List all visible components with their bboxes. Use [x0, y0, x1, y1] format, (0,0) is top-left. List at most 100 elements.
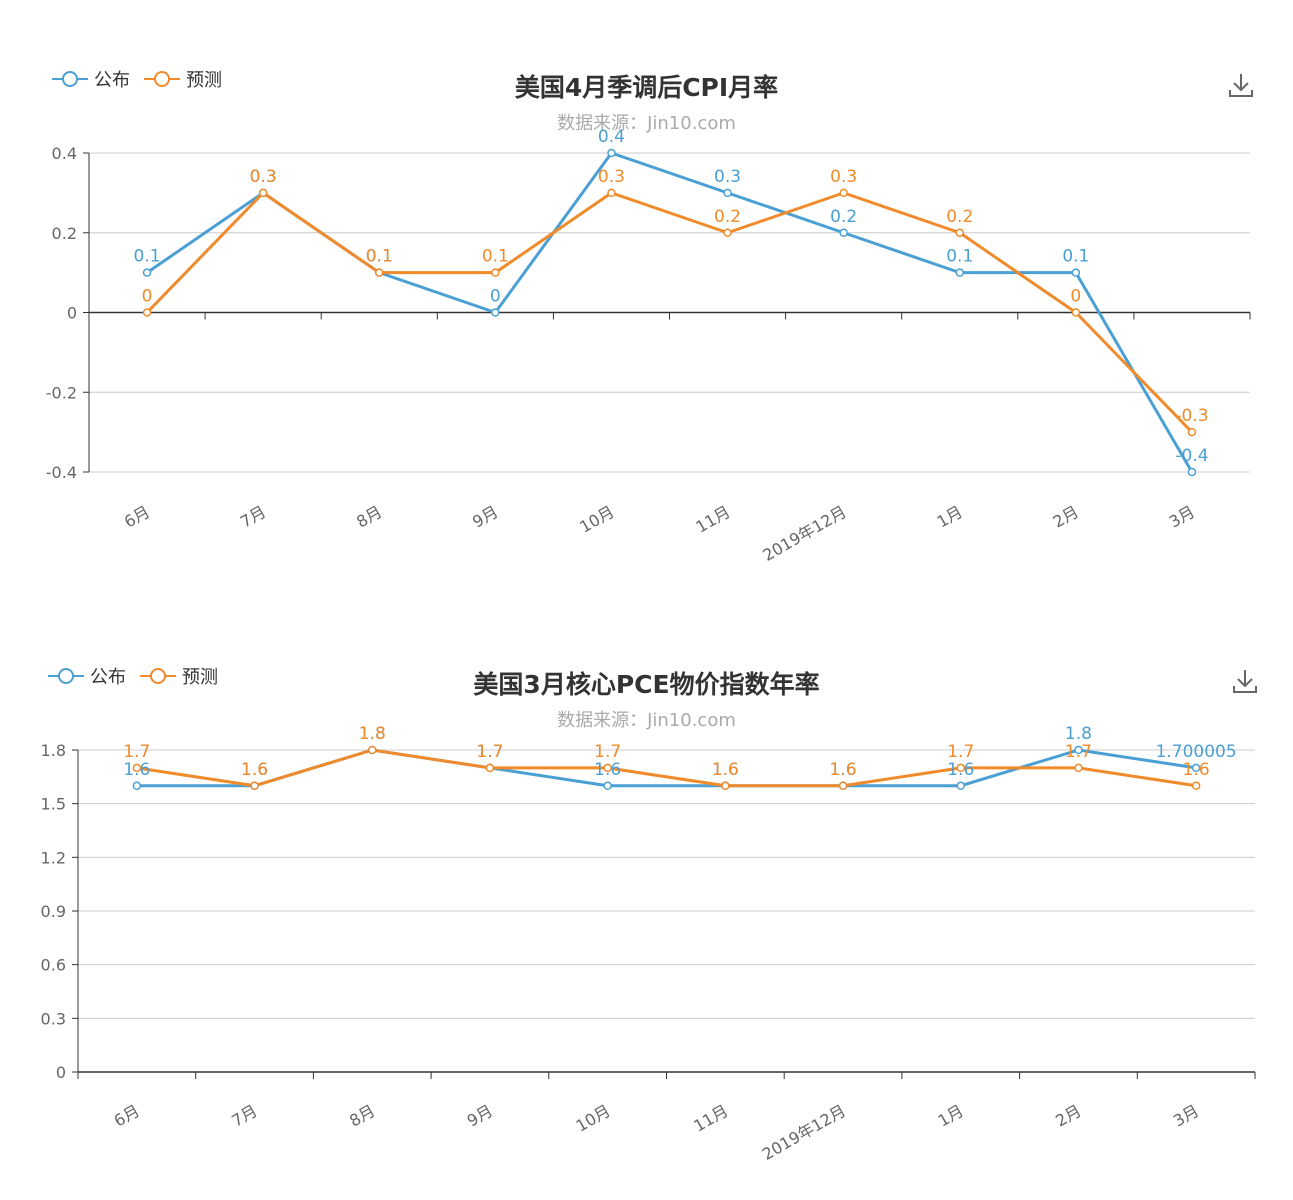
data-label: 1.7 [947, 742, 974, 762]
data-point [607, 188, 616, 198]
series-line-forecast [145, 191, 1194, 434]
x-tick-label: 2月 [1052, 1101, 1084, 1131]
legend-item-published[interactable]: 公布 [48, 663, 126, 689]
chart-2-legend: 公布 预测 [48, 663, 218, 689]
data-point [1074, 745, 1083, 755]
data-label: 1.7 [476, 742, 503, 762]
data-point [1071, 308, 1081, 317]
data-point [839, 228, 848, 237]
x-tick-label: 8月 [353, 502, 385, 532]
data-label: 1.6 [241, 760, 268, 780]
chart-1-plot: -0.4 -0.2 0 0.2 0.4 6月 7月 8月 9月 10月 11月 2019年12月 1月 2… [46, 127, 1251, 565]
y-tick-label: -0.4 [46, 463, 77, 482]
y-tick-label: -0.2 [46, 383, 77, 402]
x-tick-label: 10月 [573, 1101, 614, 1136]
data-point [1187, 467, 1197, 477]
data-label: 1.700005 [1156, 742, 1237, 762]
x-tick-label: 7月 [228, 1101, 260, 1131]
data-point [955, 228, 964, 237]
x-tick-label: 9月 [464, 1101, 496, 1131]
x-tick-label: 3月 [1166, 502, 1198, 532]
chart-title: 美国4月季调后CPI月率 [514, 73, 779, 102]
y-tick-label: 0.3 [41, 1009, 66, 1028]
y-tick-label: 1.8 [41, 741, 66, 760]
data-label: 0.1 [134, 247, 161, 267]
data-label: 0.1 [366, 247, 393, 267]
x-tick-label: 3月 [1170, 1101, 1202, 1131]
y-tick-label: 1.5 [41, 795, 66, 814]
x-tick-label: 1月 [935, 1101, 967, 1131]
data-label: 1.7 [594, 742, 621, 762]
data-point [258, 188, 268, 198]
data-label: 0.1 [1062, 247, 1089, 267]
data-label: 0.3 [250, 167, 277, 187]
legend-label: 公布 [94, 70, 130, 91]
y-tick-label: 0 [56, 1063, 66, 1082]
data-point [603, 763, 612, 773]
x-tick-label: 6月 [111, 1101, 143, 1131]
data-label: 1.8 [1065, 724, 1092, 744]
data-label: 0.1 [366, 247, 393, 267]
download-icon[interactable] [1232, 668, 1258, 694]
data-label: 1.6 [1183, 760, 1210, 780]
x-tick-label: 11月 [693, 502, 734, 537]
x-tick-label: 2019年12月 [760, 502, 850, 565]
y-tick-label: 0.6 [41, 956, 66, 975]
data-label: 0.1 [946, 247, 973, 267]
download-icon[interactable] [1228, 72, 1254, 98]
data-point [956, 781, 965, 791]
data-label: -0.3 [1175, 406, 1208, 426]
data-label: 1.6 [594, 760, 621, 780]
data-point [955, 268, 964, 277]
data-label: 1.6 [830, 760, 857, 780]
data-label: 0.3 [598, 167, 625, 187]
data-point [132, 781, 142, 791]
data-label: 1.6 [712, 760, 739, 780]
data-label: 0.3 [250, 167, 277, 187]
x-tick-label: 1月 [934, 502, 966, 532]
data-point [250, 781, 259, 791]
data-point [132, 763, 142, 773]
data-label: 0 [490, 287, 501, 307]
data-label: 0.3 [714, 167, 741, 187]
data-point [250, 781, 259, 791]
legend-item-forecast[interactable]: 预测 [144, 66, 222, 92]
data-point [723, 228, 732, 237]
data-label: 1.6 [123, 760, 150, 780]
x-tick-label: 7月 [237, 502, 269, 532]
data-label: 0.2 [714, 207, 741, 227]
x-tick-label: 6月 [121, 502, 153, 532]
legend-item-published[interactable]: 公布 [52, 66, 130, 92]
data-label: 1.6 [241, 760, 268, 780]
legend-item-forecast[interactable]: 预测 [140, 663, 218, 689]
x-tick-label: 2019年12月 [759, 1101, 849, 1164]
data-point [491, 268, 500, 277]
x-tick-label: 9月 [469, 502, 501, 532]
chart-subtitle: 数据来源：Jin10.com [557, 113, 736, 134]
data-point [485, 763, 495, 773]
y-tick-label: 0.4 [52, 144, 77, 163]
data-point [838, 781, 848, 791]
legend-label: 预测 [182, 667, 218, 688]
data-point [375, 268, 384, 277]
y-tick-label: 0.2 [52, 224, 77, 243]
legend-line-marker-icon [140, 668, 176, 684]
series-line-published [136, 748, 1197, 788]
x-tick-label: 11月 [690, 1101, 731, 1136]
y-tick-label: 0 [67, 304, 77, 323]
data-label: 0 [142, 287, 153, 307]
data-point [1191, 781, 1201, 791]
data-label: -0.4 [1175, 446, 1208, 466]
legend-label: 预测 [186, 70, 222, 91]
y-tick-label: 0.9 [41, 902, 66, 921]
data-point [142, 308, 152, 317]
data-point [1074, 763, 1083, 773]
data-point [485, 763, 495, 773]
data-label: 1.7 [476, 742, 503, 762]
data-point [721, 781, 730, 791]
chart-1-legend: 公布 预测 [52, 66, 222, 92]
series-line-forecast [136, 748, 1197, 788]
legend-line-marker-icon [52, 71, 88, 87]
data-point [839, 188, 848, 198]
data-label: 1.7 [123, 742, 150, 762]
